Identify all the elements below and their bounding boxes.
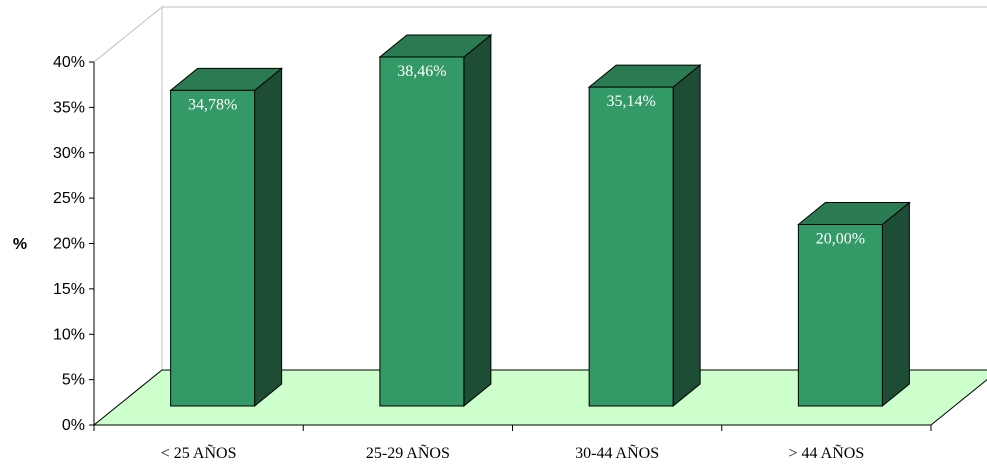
bar [378, 33, 493, 408]
bar [587, 64, 702, 408]
bar [796, 201, 911, 408]
bars [169, 33, 911, 408]
x-category-label: < 25 AÑOS [161, 444, 237, 462]
x-category-label: 30-44 AÑOS [575, 444, 659, 462]
left-wall [93, 5, 163, 427]
y-axis-tick-labels: 0% 5% 10% 15% 20% 25% 30% 35% 40% [53, 54, 94, 434]
bar-front-face [797, 224, 883, 407]
y-tick-label: 5% [62, 372, 85, 389]
x-category-label: 25-29 AÑOS [366, 444, 450, 462]
bar [169, 67, 284, 408]
data-labels: 34,78% 38,46% 35,14% 20,00% [188, 63, 865, 248]
y-tick-label: 0% [62, 417, 85, 434]
y-tick-label: 15% [53, 281, 85, 298]
data-label: 38,46% [397, 63, 446, 80]
data-label: 20,00% [816, 231, 865, 248]
data-label: 35,14% [606, 93, 655, 110]
y-tick-label: 20% [53, 236, 85, 253]
y-tick-label: 30% [53, 145, 85, 162]
x-category-label: > 44 AÑOS [789, 444, 865, 462]
bar-side-face [672, 64, 701, 408]
bar-side-face [463, 33, 492, 408]
y-axis-label: % [13, 236, 27, 253]
bar-front-face [588, 86, 674, 407]
data-label: 34,78% [188, 96, 237, 113]
y-tick-label: 25% [53, 190, 85, 207]
bar-front-face [379, 56, 465, 407]
y-tick-label: 40% [53, 54, 85, 71]
x-axis-category-labels: < 25 AÑOS 25-29 AÑOS 30-44 AÑOS > 44 AÑOS [161, 444, 864, 462]
chart-walls [93, 5, 987, 427]
bar-side-face [254, 67, 283, 408]
bar-front-face [170, 89, 256, 407]
bar-side-face [881, 201, 910, 408]
y-tick-label: 10% [53, 326, 85, 343]
y-tick-label: 35% [53, 99, 85, 116]
